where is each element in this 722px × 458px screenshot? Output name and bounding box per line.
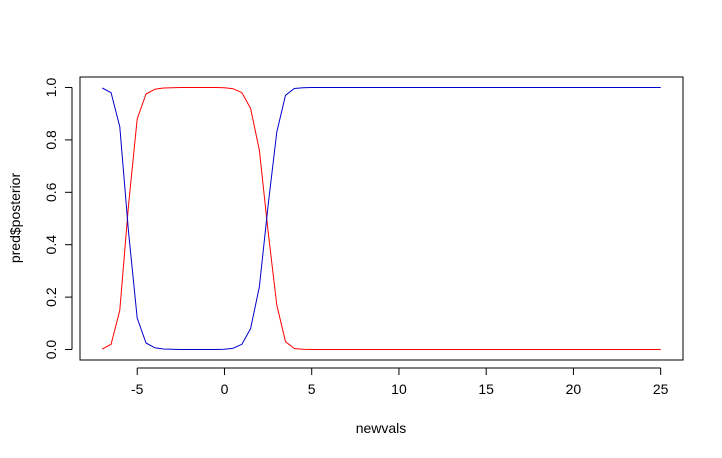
y-tick-label: 0.0	[43, 340, 59, 360]
series-line-2	[102, 87, 661, 350]
x-tick-label: -5	[131, 381, 144, 397]
x-tick-label: 25	[653, 381, 669, 397]
y-tick-label: 0.8	[43, 130, 59, 150]
series-layer	[102, 87, 661, 350]
x-axis-label: newvals	[356, 420, 407, 436]
x-tick-label: 15	[478, 381, 494, 397]
y-tick-label: 0.2	[43, 287, 59, 307]
x-axis: -5 0 5 10 15 20 25	[131, 367, 669, 397]
y-axis-label: pred$posterior	[7, 173, 23, 264]
y-tick-label: 0.4	[43, 235, 59, 255]
x-tick-label: 0	[221, 381, 229, 397]
x-tick-label: 20	[566, 381, 582, 397]
y-axis: 0.0 0.2 0.4 0.6 0.8 1.0	[43, 78, 73, 360]
x-tick-label: 5	[308, 381, 316, 397]
y-tick-label: 1.0	[43, 78, 59, 98]
series-line-1	[102, 87, 661, 350]
y-tick-label: 0.6	[43, 182, 59, 202]
plot-box	[79, 76, 684, 361]
x-tick-label: 10	[391, 381, 407, 397]
